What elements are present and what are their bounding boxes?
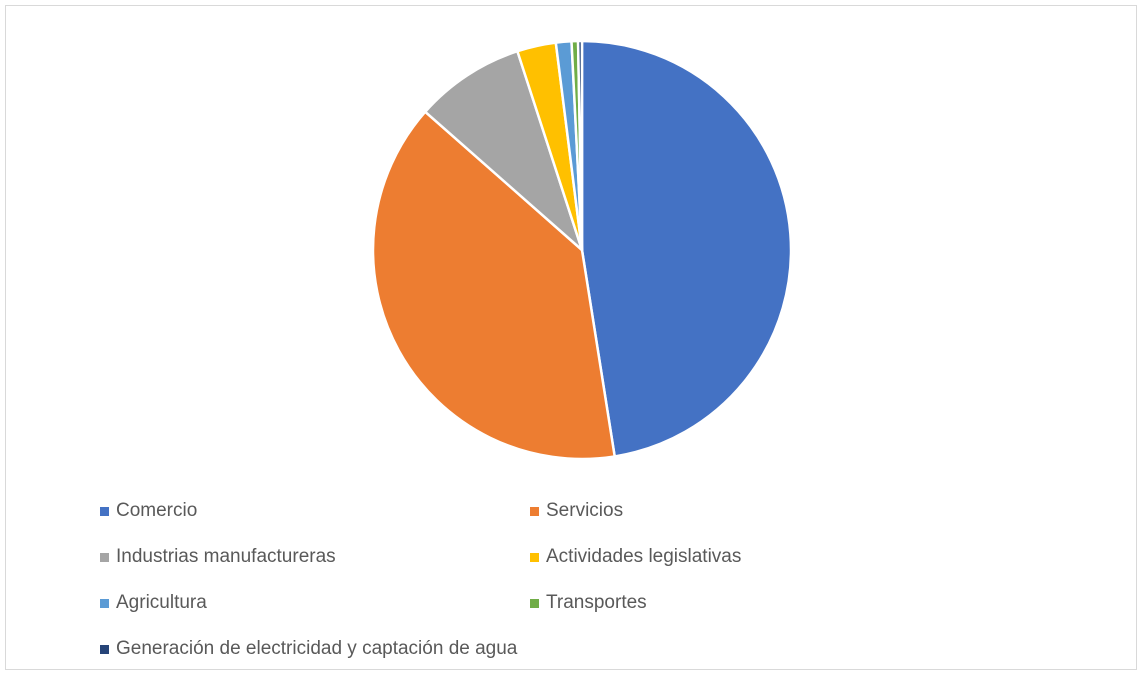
legend-label: Transportes: [546, 592, 647, 613]
legend-swatch: [100, 552, 109, 562]
legend-swatch: [530, 598, 539, 608]
legend-swatch: [100, 644, 109, 654]
legend-label: Comercio: [116, 500, 198, 521]
legend-item: Industrias manufactureras: [100, 541, 530, 573]
legend-label: Actividades legislativas: [546, 546, 742, 567]
legend-label: Generación de electricidad y captación d…: [116, 638, 518, 659]
legend-item: Servicios: [530, 495, 960, 527]
legend-item: Comercio: [100, 495, 530, 527]
legend-label: Servicios: [546, 500, 624, 521]
pie-chart: [371, 39, 793, 461]
legend-label: Agricultura: [116, 592, 207, 613]
legend-item: Transportes: [530, 587, 960, 619]
legend-item: Actividades legislativas: [530, 541, 960, 573]
pie-slice-servicios: [371, 110, 616, 461]
legend-swatch: [100, 506, 109, 516]
legend-swatch: [530, 552, 539, 562]
legend-label: Industrias manufactureras: [116, 546, 336, 567]
legend-swatch: [100, 598, 109, 608]
pie-slice-industrias-manufactureras: [423, 49, 584, 252]
legend-item: Generación de electricidad y captación d…: [100, 633, 530, 665]
pie-slice-comercio: [580, 39, 793, 458]
chart-legend: Comercio Servicios Industrias manufacturer…: [100, 495, 1000, 665]
legend-swatch: [530, 506, 539, 516]
pie-slices: [371, 39, 793, 461]
legend-item: Agricultura: [100, 587, 530, 619]
pie-slice-generacion-de-electricidad-y-captacion-de-agua: [576, 39, 584, 252]
